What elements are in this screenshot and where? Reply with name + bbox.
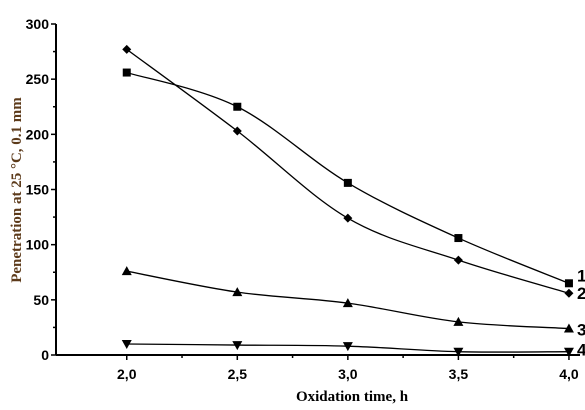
series-2-marker (453, 255, 463, 265)
y-tick-label: 50 (33, 292, 49, 308)
series-4-marker (232, 341, 243, 351)
series-2-marker (232, 126, 242, 136)
series-3-marker (232, 287, 243, 297)
series-2-marker (564, 288, 574, 298)
series-labels: 12 34 (577, 266, 585, 359)
series-2-marker (122, 44, 132, 54)
x-tick-label: 3,5 (449, 366, 469, 382)
ticks: 0 50 100 150 200 250 300 2,0 2,5 3,0 3,5 4,0 (26, 16, 579, 382)
y-tick-label: 250 (26, 71, 50, 87)
series-4-label: 4 (577, 341, 585, 360)
series-1-marker (343, 178, 352, 187)
series-4-marker (453, 347, 464, 357)
series-1-marker (122, 68, 131, 77)
x-tick-label: 3,0 (338, 366, 358, 382)
x-tick-label: 4,0 (559, 366, 579, 382)
series-1-marker (454, 234, 463, 243)
markers (121, 44, 574, 357)
series-3-marker (563, 323, 574, 333)
x-tick-label: 2,5 (228, 366, 248, 382)
series-3-label: 3 (577, 321, 585, 340)
series-1-marker (564, 279, 573, 288)
series-3-marker (453, 316, 464, 326)
series-1-line (126, 71, 570, 284)
series-3-marker (342, 298, 353, 308)
series-4-marker (563, 347, 574, 357)
series-1-marker (233, 102, 242, 111)
y-tick-label: 150 (26, 182, 50, 198)
x-axis-title: Oxidation time, h (296, 389, 409, 405)
series-3-marker (121, 266, 132, 276)
y-tick-label: 100 (26, 237, 50, 253)
y-tick-label: 0 (41, 347, 49, 363)
series-4-marker (342, 342, 353, 352)
axes (55, 24, 580, 356)
series-1-label: 1 (577, 266, 585, 285)
series-4-marker (121, 339, 132, 349)
y-axis-title: Penetration at 25 °C, 0.1 mm (9, 97, 25, 283)
x-tick-label: 2,0 (117, 366, 137, 382)
series-2-label: 2 (577, 284, 585, 303)
y-tick-label: 300 (26, 16, 50, 32)
y-tick-label: 200 (26, 126, 50, 142)
series-2-marker (343, 213, 353, 223)
